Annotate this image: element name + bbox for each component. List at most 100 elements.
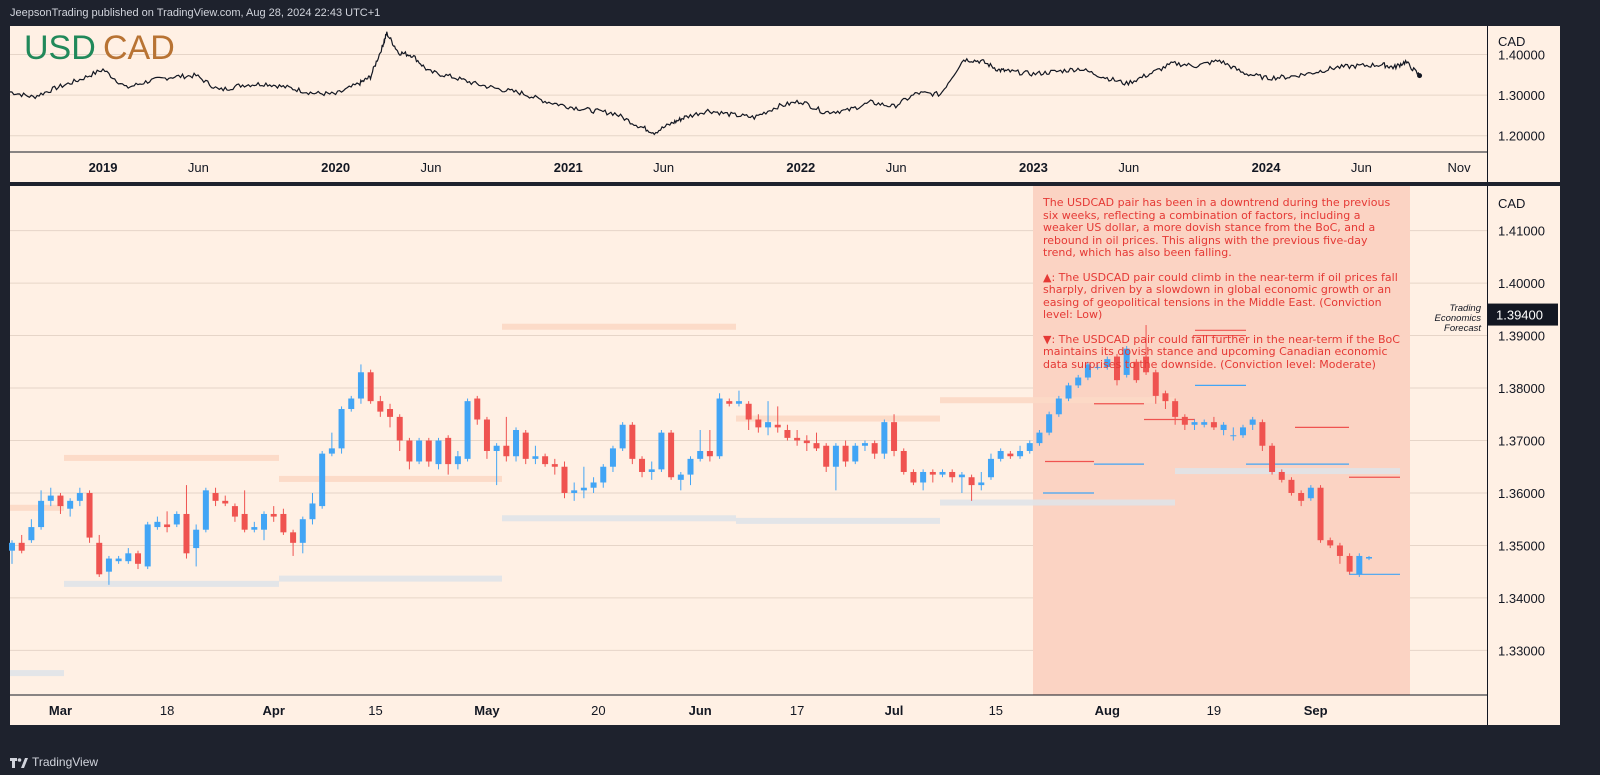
candle-body [871, 443, 878, 454]
candle-body [387, 409, 394, 417]
candle-body [1210, 422, 1217, 428]
candle-body [997, 450, 1004, 459]
candle-body [609, 448, 616, 467]
candle-body [241, 513, 248, 530]
main-x-tick-label: 20 [591, 703, 605, 718]
candle-body [881, 422, 888, 454]
candle-body [425, 440, 432, 462]
candle-body [755, 419, 762, 428]
candle-body [67, 500, 74, 509]
candle-body [1113, 356, 1120, 381]
main-x-tick-label: 17 [790, 703, 804, 718]
published-text: JeepsonTrading published on TradingView.… [10, 7, 381, 19]
candle-body [648, 469, 655, 472]
overview-x-tick-label: 2023 [1019, 160, 1048, 175]
candle-body [532, 456, 539, 459]
candle-body [1181, 416, 1188, 425]
overview-price-line [9, 31, 1421, 136]
overview-line-chart: 2019 Jun 2020 Jun 2021 Jun 2022 Jun 2023 Jun 2024 J… [9, 26, 1560, 182]
overview-plot-background [10, 26, 1487, 152]
candle-body [920, 471, 927, 483]
resistance-zone [64, 454, 279, 461]
candle-body [968, 477, 975, 486]
candle-body [832, 445, 839, 467]
overview-x-tick-label: 2022 [786, 160, 815, 175]
main-y-tick-label: 1.41000 [1498, 224, 1545, 239]
overview-x-tick-label: Jun [653, 160, 674, 175]
overview-y-tick-label: 1.20000 [1498, 129, 1545, 144]
candle-body [1336, 545, 1343, 556]
candle-body [416, 440, 423, 462]
overview-axis-background [10, 152, 1487, 182]
main-y-tick-label: 1.37000 [1498, 434, 1545, 449]
candle-body [668, 432, 675, 478]
forecast-zone [1033, 186, 1410, 695]
candle-body [280, 513, 287, 533]
footer: TradingView [0, 750, 1600, 775]
candle-body [852, 445, 859, 462]
candle-body [629, 424, 636, 459]
forecast-label-line1: Trading [1449, 303, 1481, 314]
candle-body [493, 445, 500, 451]
candle-body [270, 513, 277, 517]
candle-body [38, 500, 45, 528]
candle-body [939, 471, 946, 475]
forecast-label-line3: Forecast [1444, 323, 1481, 334]
candle-body [677, 474, 684, 480]
candle-body [474, 398, 481, 420]
candle-body [1249, 419, 1256, 425]
analysis-note: The USDCAD pair has been in a downtrend … [1043, 197, 1400, 370]
candle-body [261, 513, 268, 530]
candle-body [1201, 422, 1208, 425]
candle-body [551, 464, 558, 467]
candle-body [949, 471, 956, 478]
candle-body [735, 401, 742, 404]
candle-body [1356, 555, 1363, 575]
main-x-tick-label: Apr [263, 703, 285, 718]
overview-title-cad: CAD [103, 29, 175, 67]
overview-title-usd: USD [24, 29, 96, 67]
footer-brand: TradingView [32, 755, 99, 769]
resistance-zone [502, 323, 736, 330]
main-x-tick-label: 15 [368, 703, 382, 718]
candle-body [164, 524, 171, 528]
candle-body [1317, 487, 1324, 541]
candle-body [86, 492, 93, 538]
candle-body [154, 521, 161, 528]
support-zone [1175, 468, 1400, 475]
candle-body [290, 532, 297, 543]
candle-body [76, 492, 83, 501]
overview-currency-label: CAD [1498, 34, 1525, 49]
candle-body [173, 513, 180, 525]
candlestick-chart: Mar 18 Apr 15 May 20 Jun 17 Jul 15 Aug 19 Sep 1.4100… [9, 186, 1560, 725]
candle-body [212, 492, 219, 501]
candle-body [1007, 453, 1014, 457]
overview-x-tick-label: 2020 [321, 160, 350, 175]
main-y-tick-label: 1.36000 [1498, 486, 1545, 501]
candle-body [135, 553, 142, 564]
overview-price-axis-background [1488, 26, 1560, 182]
candle-body [697, 450, 704, 459]
candle-body [348, 398, 355, 410]
main-axis-background [10, 695, 1487, 725]
candle-body [910, 471, 917, 483]
candle-body [454, 456, 461, 465]
publisher-header: JeepsonTrading published on TradingView.… [0, 0, 1600, 26]
candle-body [406, 440, 413, 462]
candle-body [1084, 364, 1091, 378]
candle-body [396, 416, 403, 441]
support-zone [502, 515, 736, 522]
candle-body [1046, 414, 1053, 433]
candle-body [929, 471, 936, 475]
candle-body [47, 495, 54, 501]
main-currency-label: CAD [1498, 196, 1525, 211]
main-y-tick-label: 1.34000 [1498, 591, 1545, 606]
candle-body [299, 519, 306, 543]
main-x-tick-label: Jun [689, 703, 712, 718]
current-price-label: 1.39400 [1496, 308, 1543, 323]
candle-body [978, 482, 985, 486]
candle-body [1269, 445, 1276, 472]
candle-body [590, 482, 597, 488]
candle-body [202, 490, 209, 530]
candle-body [842, 445, 849, 462]
